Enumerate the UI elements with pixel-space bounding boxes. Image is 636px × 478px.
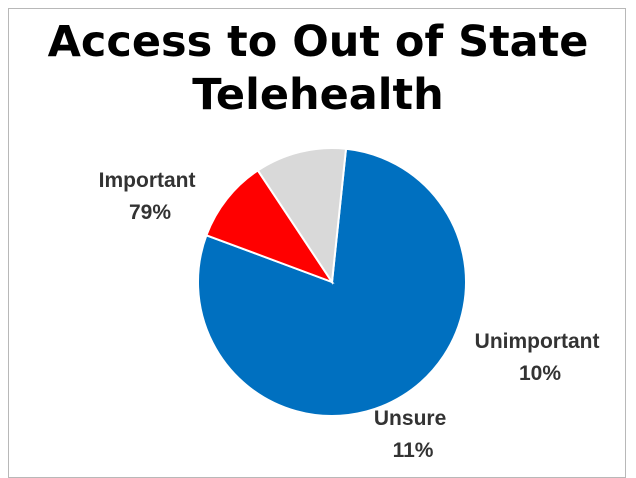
- chart-title-line-1: Access to Out of State: [47, 17, 589, 67]
- slice-label-important: Important 79%: [99, 169, 202, 224]
- slice-label-unimportant-pct: 10%: [519, 362, 561, 385]
- chart-title-line-2: Telehealth: [192, 70, 444, 120]
- pie-slice-unsure: [256, 147, 348, 285]
- slice-label-important-pct: 79%: [129, 201, 171, 224]
- slice-label-unsure: Unsure 11%: [374, 407, 452, 462]
- slice-label-unimportant: Unimportant 10%: [475, 330, 606, 385]
- slice-label-unimportant-name: Unimportant: [475, 330, 600, 353]
- slice-label-unsure-name: Unsure: [374, 407, 446, 430]
- slice-label-unsure-pct: 11%: [393, 439, 434, 462]
- chart-title: Access to Out of State Telehealth: [0, 16, 636, 122]
- pie-slice-unimportant: [205, 169, 335, 285]
- slice-label-important-name: Important: [99, 169, 196, 192]
